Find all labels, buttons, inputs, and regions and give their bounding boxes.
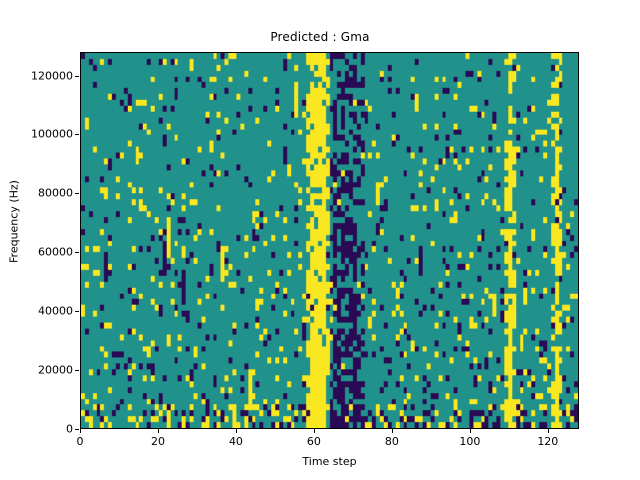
x-tick-60 — [313, 429, 315, 433]
y-tick-label-60000: 60000 — [38, 245, 73, 259]
x-tick-120 — [547, 429, 549, 433]
x-tick-80 — [391, 429, 393, 433]
y-tick-label-40000: 40000 — [38, 304, 73, 318]
heatmap-image — [81, 53, 578, 428]
x-tick-40 — [235, 429, 237, 433]
x-tick-label-60: 60 — [306, 435, 321, 448]
x-tick-0 — [80, 429, 81, 433]
x-tick-20 — [157, 429, 159, 433]
y-tick-label-120000: 120000 — [31, 69, 73, 83]
x-tick-label-40: 40 — [228, 435, 243, 448]
x-tick-label-80: 80 — [384, 435, 399, 448]
x-tick-label-120: 120 — [537, 435, 559, 448]
y-tick-100000 — [75, 134, 79, 136]
y-tick-20000 — [75, 370, 79, 372]
y-tick-80000 — [75, 193, 79, 195]
x-tick-label-20: 20 — [150, 435, 165, 448]
heatmap-axes — [80, 52, 579, 429]
y-tick-label-20000: 20000 — [38, 363, 73, 377]
y-tick-label-80000: 80000 — [38, 186, 73, 200]
y-tick-label-0: 0 — [66, 422, 73, 436]
y-tick-0 — [75, 429, 79, 430]
y-tick-60000 — [75, 252, 79, 254]
y-tick-label-100000: 100000 — [31, 127, 73, 141]
y-tick-120000 — [75, 75, 79, 77]
x-tick-label-0: 0 — [76, 435, 84, 448]
y-axis-label: Frequency (Hz) — [7, 180, 21, 263]
x-tick-label-100: 100 — [459, 435, 481, 448]
y-tick-40000 — [75, 311, 79, 313]
x-tick-100 — [469, 429, 471, 433]
x-axis-label: Time step — [302, 455, 357, 468]
chart-title: Predicted : Gma — [270, 30, 370, 44]
